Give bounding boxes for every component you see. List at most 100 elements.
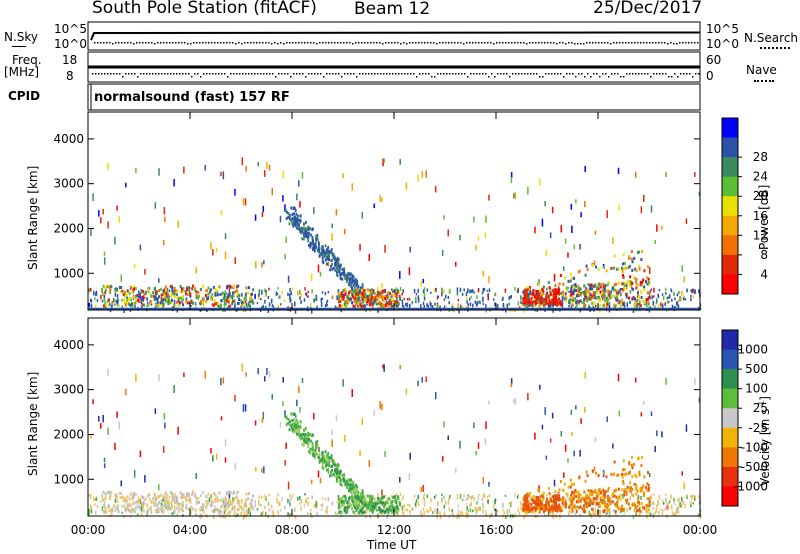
velocity-ground	[311, 495, 313, 500]
power-streak	[346, 273, 349, 277]
power-ground	[349, 296, 351, 301]
power-late-cluster	[572, 276, 575, 280]
velocity-speck	[135, 374, 137, 382]
velocity-ground	[369, 514, 372, 519]
nsearch-dot	[376, 42, 378, 44]
nsearch-dot	[457, 42, 459, 44]
power-early-cluster	[146, 304, 149, 308]
velocity-early-cluster	[132, 508, 135, 512]
nave-dot	[401, 73, 403, 75]
velocity-ground	[639, 512, 641, 517]
velocity-enhanced	[343, 509, 346, 513]
velocity-ground	[639, 506, 641, 509]
velocity-late-cluster	[635, 483, 638, 487]
nave-dot	[416, 76, 418, 78]
power-speck	[656, 224, 658, 232]
power-red-patch	[526, 301, 529, 305]
velocity-late-cluster	[636, 489, 639, 493]
power-late-cluster	[586, 268, 589, 272]
power-ground	[163, 290, 166, 296]
velocity-enhanced	[351, 507, 354, 511]
power-speck	[301, 172, 304, 179]
velocity-streak	[321, 451, 324, 455]
velocity-streak	[296, 422, 299, 426]
nsearch-dot	[448, 42, 450, 44]
velocity-late-cluster	[643, 475, 646, 479]
velocity-late-cluster	[637, 456, 640, 460]
velocity-enhanced	[339, 506, 342, 510]
velocity-enhanced	[370, 495, 373, 499]
power-early-cluster	[159, 287, 162, 291]
power-early-cluster	[126, 301, 129, 305]
power-early-cluster	[120, 285, 123, 289]
power-enhanced	[362, 305, 365, 309]
velocity-late-cluster	[608, 499, 611, 503]
velocity-ground	[265, 498, 267, 501]
velocity-enhanced	[366, 494, 369, 498]
power-ground	[677, 304, 680, 310]
velocity-ground	[278, 501, 280, 506]
velocity-streak	[296, 432, 298, 436]
power-late-cluster	[628, 255, 631, 259]
power-early-cluster	[174, 295, 177, 299]
power-early-cluster	[101, 288, 104, 292]
velocity-ground	[529, 500, 531, 506]
power-ground	[443, 289, 445, 295]
power-speck	[382, 158, 384, 167]
velocity-early-cluster	[167, 503, 170, 507]
velocity-late-cluster	[540, 504, 543, 508]
power-streak	[289, 214, 291, 218]
velocity-late-cluster	[647, 508, 650, 512]
power-enhanced	[348, 289, 351, 293]
velocity-enhanced	[365, 506, 368, 510]
nave-dot	[695, 73, 697, 75]
power-early-cluster	[119, 290, 122, 294]
power-ground	[637, 289, 640, 292]
power-streak	[346, 275, 349, 279]
velocity-speck	[284, 410, 286, 418]
power-red-patch	[552, 294, 555, 298]
velocity-speck	[241, 363, 244, 372]
power-ground	[619, 305, 622, 309]
velocity-streak	[314, 451, 317, 455]
xtick-label-5: 20:00	[581, 523, 616, 537]
velocity-ground	[140, 506, 143, 512]
power-late-cluster	[549, 301, 552, 305]
velocity-enhanced	[338, 504, 341, 508]
power-early-cluster	[107, 284, 110, 288]
velocity-streak	[365, 501, 368, 505]
nsearch-dot	[601, 42, 603, 44]
power-streak	[350, 272, 352, 276]
velocity-speck	[617, 373, 620, 382]
nave-dot	[419, 73, 421, 75]
power-ground	[448, 291, 450, 294]
velocity-early-cluster	[210, 504, 213, 508]
velocity-speck	[443, 421, 445, 428]
power-streak	[347, 271, 350, 275]
power-early-cluster	[126, 296, 129, 300]
power-ytick-label-2: 3000	[53, 177, 84, 191]
velocity-ground	[205, 513, 207, 517]
velocity-late-cluster	[633, 482, 636, 486]
nsearch-dot	[622, 42, 624, 44]
power-early-cluster	[202, 297, 205, 301]
power-streak	[297, 223, 300, 227]
power-enhanced	[342, 289, 345, 293]
velocity-enhanced	[390, 511, 393, 515]
power-ground	[677, 303, 679, 307]
velocity-late-cluster	[538, 510, 541, 514]
velocity-early-cluster	[207, 492, 210, 496]
power-red-patch	[523, 301, 526, 305]
power-early-cluster	[228, 293, 231, 297]
power-red-patch	[553, 300, 556, 304]
power-ground	[466, 289, 469, 294]
power-speck	[103, 257, 106, 265]
velocity-late-cluster	[571, 504, 574, 508]
power-ground	[690, 298, 692, 302]
power-ground	[168, 295, 170, 298]
power-late-cluster	[604, 299, 607, 303]
power-red-patch	[549, 292, 552, 296]
velocity-early-cluster	[154, 498, 157, 502]
power-ground	[260, 297, 262, 301]
velocity-streak	[295, 418, 298, 422]
